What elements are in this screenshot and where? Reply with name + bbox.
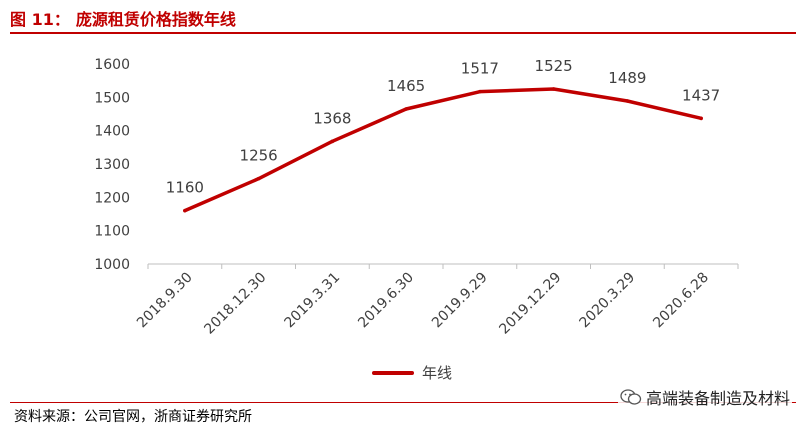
footer-divider	[10, 402, 796, 403]
y-tick-label: 1000	[94, 257, 130, 273]
y-tick-label: 1300	[94, 157, 130, 173]
y-tick-label: 1400	[94, 124, 130, 140]
y-tick-label: 1500	[94, 90, 130, 106]
x-tick-label: 2018.9.30	[134, 270, 196, 332]
data-point	[404, 107, 408, 111]
wechat-icon	[620, 389, 642, 405]
x-tick-label: 2019.6.30	[355, 270, 417, 332]
watermark: 高端装备制造及材料	[617, 385, 792, 409]
series-line-nianxian	[183, 87, 703, 213]
legend-label: 年线	[422, 364, 453, 382]
source-note: 资料来源：公司官网，浙商证券研究所	[14, 409, 252, 425]
x-tick-label: 2019.3.31	[281, 270, 343, 332]
figure-title: 图 11： 庞源租赁价格指数年线	[10, 6, 236, 30]
data-label: 1517	[461, 60, 499, 78]
data-point	[183, 208, 187, 213]
watermark-text: 高端装备制造及材料	[645, 389, 790, 408]
data-point	[625, 99, 630, 103]
figure-title-text: 庞源租赁价格指数年线	[75, 10, 236, 29]
x-tick-label: 2018.12.30	[201, 270, 269, 338]
data-point	[551, 87, 556, 91]
data-point	[699, 116, 703, 121]
data-label: 1489	[608, 69, 646, 87]
x-tick-label: 2019.12.29	[496, 270, 564, 338]
figure-label: 图 11：	[10, 10, 70, 29]
chart-legend: 年线	[372, 362, 452, 383]
legend-swatch	[372, 370, 414, 375]
data-label: 1256	[240, 147, 278, 165]
data-label: 1160	[166, 179, 204, 197]
data-point	[330, 139, 335, 144]
y-tick-label: 1100	[94, 224, 130, 240]
x-tick-label: 2020.3.29	[576, 270, 638, 332]
data-point	[256, 176, 261, 181]
y-tick-label: 1200	[94, 190, 130, 206]
x-tick-label: 2020.6.28	[650, 270, 712, 332]
data-label: 1525	[535, 57, 573, 75]
title-divider	[10, 32, 796, 34]
data-label: 1368	[313, 109, 351, 127]
x-tick-label: 2019.9.29	[429, 270, 491, 332]
y-tick-label: 1600	[94, 57, 130, 73]
data-label: 1465	[387, 77, 425, 95]
data-point	[478, 89, 482, 94]
data-label: 1437	[682, 86, 720, 104]
